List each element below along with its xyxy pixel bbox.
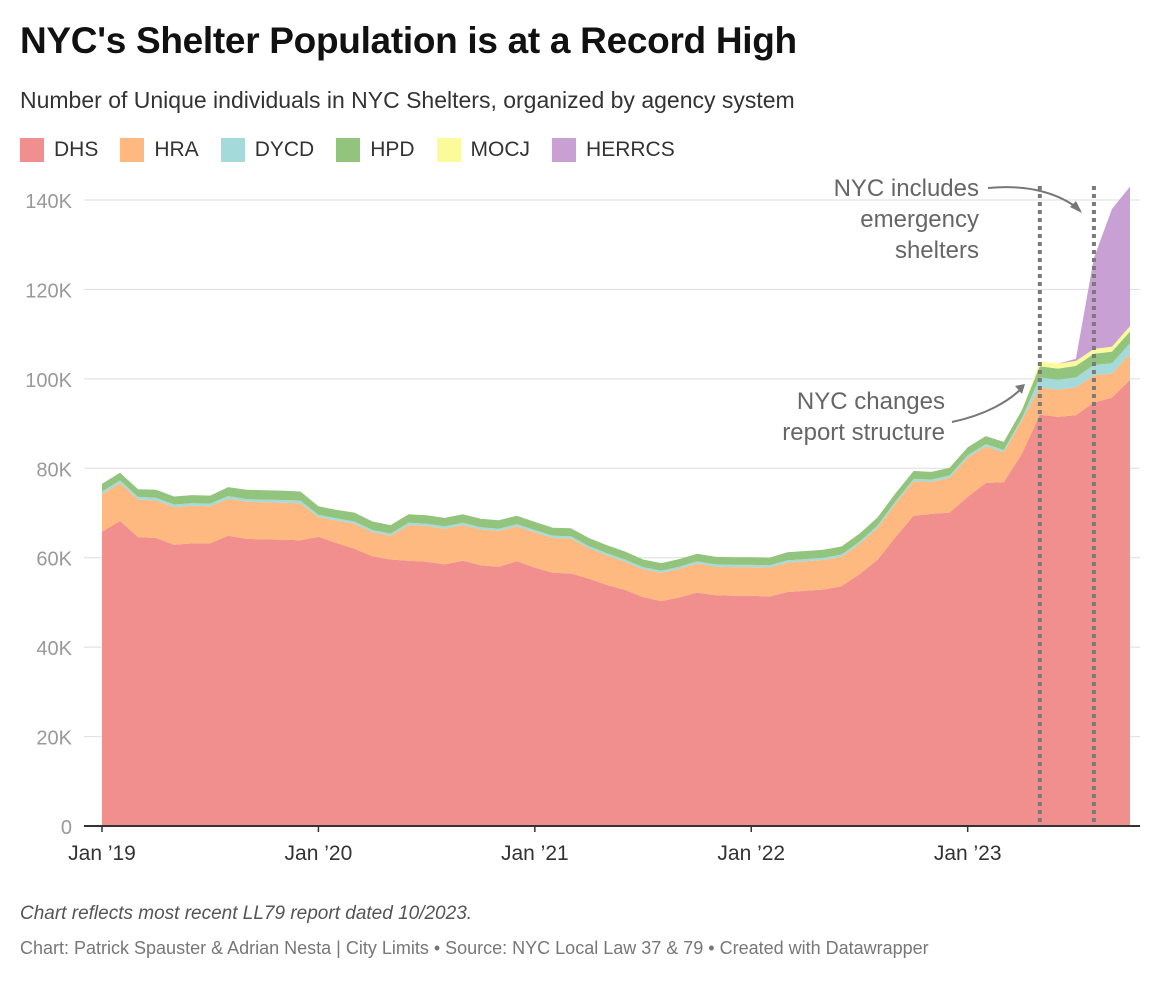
legend-item-herrcs: HERRCS [552,138,675,162]
y-tick-label: 80K [36,459,72,481]
legend-item-dycd: DYCD [220,138,315,162]
legend: DHS HRA DYCD HPD MOCJ HERRCS [20,138,697,162]
x-tick-label: Jan ’20 [285,842,353,865]
legend-item-mocj: MOCJ [436,138,531,162]
x-axis: Jan ’19 Jan ’20 Jan ’21 Jan ’22 Jan ’23 [68,825,1140,865]
x-tick-label: Jan ’23 [934,842,1002,865]
legend-label-hra: HRA [154,138,199,161]
y-tick-label: 40K [36,638,72,660]
y-tick-label: 0 [61,817,72,839]
stacked-area-chart: 0 20K 40K 60K 80K 100K 120K 140K Jan ’19 Jan ’20… [25,175,1140,865]
marker-lines [1037,186,1096,826]
y-tick-label: 20K [36,728,72,750]
chart-subtitle: Number of Unique individuals in NYC Shel… [20,87,795,113]
area-series [102,186,1130,826]
chart-title: NYC's Shelter Population is at a Record … [20,20,797,61]
annotation-report-structure: NYC changes report structure [782,384,1025,446]
chart-credit: Chart: Patrick Spauster & Adrian Nesta |… [20,938,929,958]
legend-item-hra: HRA [120,138,199,162]
area-dhs [102,379,1130,826]
annotation-report-line2: report structure [782,419,945,446]
annotation-report-arrowhead [1015,384,1025,394]
legend-item-hpd: HPD [336,138,415,162]
area-hra [102,353,1130,602]
x-tick-label: Jan ’19 [68,842,136,865]
legend-swatch-dhs [20,138,44,162]
annotation-emergency-arrow [987,186,1081,211]
legend-label-dycd: DYCD [254,138,315,161]
legend-swatch-dycd [220,138,245,162]
y-tick-label: 120K [25,280,72,302]
legend-swatch-hpd [336,138,361,162]
annotation-emergency-line1: NYC includes [834,175,979,202]
legend-swatch-hra [120,138,145,162]
annotation-emergency-shelters: NYC includes emergency shelters [834,175,1082,264]
legend-swatch-mocj [436,138,461,162]
y-tick-label: 140K [25,191,72,213]
annotation-emergency-arrowhead [1070,201,1082,213]
y-tick-label: 100K [25,370,72,392]
x-tick-label: Jan ’21 [501,842,569,865]
annotation-report-line1: NYC changes [797,388,945,415]
annotation-report-arrow [951,387,1023,423]
legend-swatch-herrcs [552,138,577,162]
legend-label-herrcs: HERRCS [586,138,675,161]
annotation-emergency-line2: emergency [860,206,979,233]
legend-label-mocj: MOCJ [470,138,531,161]
chart-note: Chart reflects most recent LL79 report d… [20,903,473,924]
y-axis: 0 20K 40K 60K 80K 100K 120K 140K [25,191,72,839]
legend-label-dhs: DHS [54,138,99,161]
legend-label-hpd: HPD [370,138,415,161]
x-tick-label: Jan ’22 [717,842,785,865]
y-tick-label: 60K [36,549,72,571]
annotation-emergency-line3: shelters [895,237,979,264]
legend-item-dhs: DHS [20,138,98,162]
